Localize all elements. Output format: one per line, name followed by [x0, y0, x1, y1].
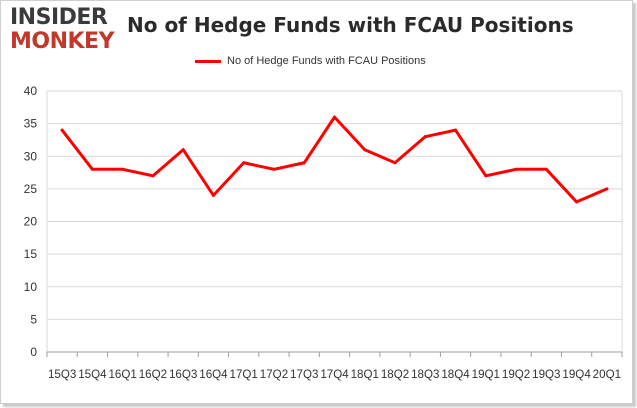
- data-point: [544, 167, 548, 171]
- chart-legend: No of Hedge Funds with FCAU Positions: [195, 55, 426, 67]
- data-point: [605, 187, 609, 191]
- data-point: [121, 167, 125, 171]
- x-tick-label: 16Q3: [169, 368, 197, 381]
- insider-monkey-logo: INSIDER MONKEY: [10, 6, 116, 54]
- data-point: [575, 200, 579, 204]
- data-point: [90, 167, 94, 171]
- x-tick-label: 18Q3: [411, 368, 439, 381]
- legend-swatch: [195, 59, 221, 63]
- x-tick-label: 20Q1: [593, 368, 621, 381]
- y-tick-label: 15: [24, 247, 38, 261]
- x-tick-label: 19Q1: [472, 368, 500, 381]
- y-tick-label: 25: [24, 182, 38, 196]
- x-tick-label: 16Q4: [199, 368, 228, 381]
- x-tick-label: 15Q4: [78, 368, 107, 381]
- x-tick-label: 16Q2: [139, 368, 167, 381]
- y-tick-label: 35: [24, 117, 38, 131]
- data-point: [514, 167, 518, 171]
- data-point: [211, 193, 215, 197]
- series-layer: [60, 115, 609, 204]
- data-point: [181, 148, 185, 152]
- x-tick-label: 16Q1: [108, 368, 136, 381]
- y-tick-labels: 0 5 10 15 20 25 30 35 40: [24, 84, 38, 359]
- legend-label: No of Hedge Funds with FCAU Positions: [227, 55, 426, 67]
- data-point: [423, 135, 427, 139]
- x-tick-label: 18Q2: [381, 368, 409, 381]
- chart-title: No of Hedge Funds with FCAU Positions: [127, 13, 574, 37]
- x-tick-label: 17Q4: [320, 368, 349, 381]
- x-tick-label: 19Q4: [562, 368, 591, 381]
- y-tick-label: 40: [24, 84, 38, 98]
- y-tick-label: 20: [24, 215, 38, 229]
- y-tick-label: 5: [30, 312, 37, 326]
- logo-text-bottom: MONKEY: [10, 29, 115, 54]
- logo-text-top: INSIDER: [10, 5, 108, 30]
- grid-layer: [47, 90, 622, 320]
- data-point: [151, 174, 155, 178]
- x-tick-label: 18Q4: [441, 368, 470, 381]
- x-tick-label: 18Q1: [351, 368, 379, 381]
- x-tick-label: 17Q3: [290, 368, 318, 381]
- data-point: [272, 167, 276, 171]
- data-point: [302, 161, 306, 165]
- data-point: [454, 128, 458, 132]
- y-tick-label: 10: [24, 280, 38, 294]
- y-tick-label: 0: [30, 345, 37, 359]
- y-tick-label: 30: [24, 149, 38, 163]
- data-point: [60, 128, 64, 132]
- x-tick-label: 17Q1: [230, 368, 258, 381]
- axis-layer: [46, 91, 623, 357]
- x-tick-label: 19Q2: [502, 368, 530, 381]
- data-point: [363, 148, 367, 152]
- data-point: [393, 161, 397, 165]
- x-tick-labels: 15Q3 15Q4 16Q1 16Q2 16Q3 16Q4 17Q1 17Q2 17Q3 17Q4…: [48, 368, 621, 381]
- x-tick-label: 19Q3: [532, 368, 560, 381]
- x-tick-label: 17Q2: [260, 368, 288, 381]
- x-tick-label: 15Q3: [48, 368, 76, 381]
- data-point: [242, 161, 246, 165]
- data-point: [333, 115, 336, 119]
- data-point: [484, 174, 488, 178]
